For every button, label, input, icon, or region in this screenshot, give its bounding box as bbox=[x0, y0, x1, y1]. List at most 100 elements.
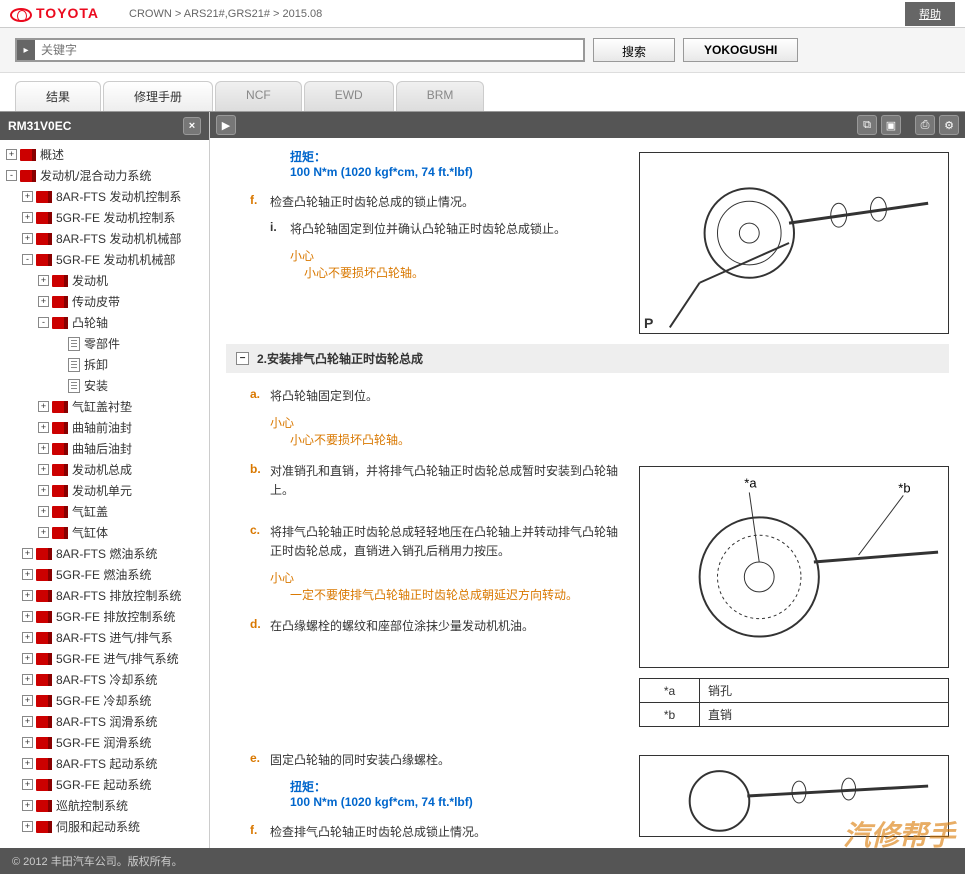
toggle-icon[interactable]: - bbox=[22, 254, 33, 265]
toggle-icon[interactable]: - bbox=[38, 317, 49, 328]
tree-item[interactable]: +8AR-FTS 发动机控制系 bbox=[0, 186, 209, 207]
toggle-icon[interactable]: + bbox=[22, 548, 33, 559]
tree-item[interactable]: + 伺服和起动系统 bbox=[0, 816, 209, 837]
tree-label: 安装 bbox=[84, 377, 108, 394]
toggle-icon[interactable]: + bbox=[22, 716, 33, 727]
toggle-icon[interactable]: + bbox=[38, 527, 49, 538]
tree-item[interactable]: +传动皮带 bbox=[0, 291, 209, 312]
search-input-wrap: ▸ bbox=[15, 38, 585, 62]
tab-NCF[interactable]: NCF bbox=[215, 81, 302, 111]
step-f-i: i. 将凸轮轴固定到位并确认凸轮轴正时齿轮总成锁止。 bbox=[270, 220, 629, 239]
caution-text: 小心不要损坏凸轮轴。 bbox=[304, 264, 629, 281]
tab-BRM[interactable]: BRM bbox=[396, 81, 485, 111]
tree-item[interactable]: -发动机/混合动力系统 bbox=[0, 165, 209, 186]
toggle-icon[interactable]: + bbox=[38, 422, 49, 433]
search-button[interactable]: 搜索 bbox=[593, 38, 675, 62]
tab-结果[interactable]: 结果 bbox=[15, 81, 101, 111]
tree-item[interactable]: 零部件 bbox=[0, 333, 209, 354]
toggle-icon[interactable]: + bbox=[22, 569, 33, 580]
tab-修理手册[interactable]: 修理手册 bbox=[103, 81, 213, 111]
doc-icon bbox=[68, 358, 80, 372]
tree-item[interactable]: +5GR-FE 进气/排气系统 bbox=[0, 648, 209, 669]
toggle-icon[interactable]: + bbox=[22, 758, 33, 769]
toggle-icon[interactable]: + bbox=[38, 464, 49, 475]
tree-item[interactable]: + 曲轴后油封 bbox=[0, 438, 209, 459]
collapse-icon[interactable]: − bbox=[236, 352, 249, 365]
tree-label: 曲轴后油封 bbox=[72, 440, 132, 457]
step-e: e. 固定凸轮轴的同时安装凸缘螺栓。 bbox=[250, 751, 629, 770]
step-d: d. 在凸缘螺栓的螺纹和座部位涂抹少量发动机机油。 bbox=[250, 617, 629, 636]
toggle-icon[interactable]: + bbox=[22, 233, 33, 244]
yokogushi-button[interactable]: YOKOGUSHI bbox=[683, 38, 798, 62]
expand-button[interactable]: ▣ bbox=[881, 115, 901, 135]
tree-item[interactable]: +5GR-FE 润滑系统 bbox=[0, 732, 209, 753]
tree-item[interactable]: +5GR-FE 冷却系统 bbox=[0, 690, 209, 711]
tree-label: 概述 bbox=[40, 146, 64, 163]
nav-tree[interactable]: + 概述 -发动机/混合动力系统+8AR-FTS 发动机控制系+5GR-FE 发动机… bbox=[0, 140, 209, 859]
tree-item[interactable]: -5GR-FE 发动机机械部 bbox=[0, 249, 209, 270]
tree-item[interactable]: +巡航控制系统 bbox=[0, 795, 209, 816]
tree-item[interactable]: +发动机总成 bbox=[0, 459, 209, 480]
help-button[interactable]: 帮助 bbox=[905, 2, 955, 26]
breadcrumb[interactable]: CROWN > ARS21#,GRS21# > 2015.08 bbox=[129, 8, 322, 20]
toggle-icon[interactable]: + bbox=[22, 800, 33, 811]
search-dropdown-icon[interactable]: ▸ bbox=[17, 40, 35, 60]
tree-item[interactable]: -凸轮轴 bbox=[0, 312, 209, 333]
toggle-icon[interactable]: + bbox=[22, 191, 33, 202]
tree-item[interactable]: 拆卸 bbox=[0, 354, 209, 375]
book-icon bbox=[36, 674, 52, 686]
book-icon bbox=[36, 212, 52, 224]
toggle-icon[interactable]: + bbox=[38, 485, 49, 496]
tree-item[interactable]: +8AR-FTS 进气/排气系 bbox=[0, 627, 209, 648]
tree-item[interactable]: +8AR-FTS 润滑系统 bbox=[0, 711, 209, 732]
torque-value: 100 N*m (1020 kgf*cm, 74 ft.*lbf) bbox=[290, 795, 629, 809]
svg-text:*a: *a bbox=[744, 476, 757, 491]
toggle-icon[interactable]: + bbox=[22, 821, 33, 832]
tree-item[interactable]: 安装 bbox=[0, 375, 209, 396]
section-header-2[interactable]: − 2.安装排气凸轮轴正时齿轮总成 bbox=[226, 344, 949, 373]
settings-button[interactable]: ⚙ bbox=[939, 115, 959, 135]
toggle-icon[interactable]: + bbox=[22, 632, 33, 643]
toggle-icon[interactable]: - bbox=[6, 170, 17, 181]
tree-item[interactable]: +8AR-FTS 发动机机械部 bbox=[0, 228, 209, 249]
tree-item[interactable]: + 概述 bbox=[0, 144, 209, 165]
toggle-icon[interactable]: + bbox=[22, 779, 33, 790]
toggle-icon[interactable]: + bbox=[38, 275, 49, 286]
tree-label: 8AR-FTS 起动系统 bbox=[56, 755, 157, 772]
content-body[interactable]: P 扭矩： 100 N*m (1020 kgf*cm, 74 ft.*lbf) … bbox=[210, 138, 965, 871]
toggle-icon[interactable]: + bbox=[6, 149, 17, 160]
tree-item[interactable]: +发动机单元 bbox=[0, 480, 209, 501]
tree-item[interactable]: +8AR-FTS 起动系统 bbox=[0, 753, 209, 774]
tree-item[interactable]: +5GR-FE 发动机控制系 bbox=[0, 207, 209, 228]
tree-item[interactable]: +5GR-FE 起动系统 bbox=[0, 774, 209, 795]
toggle-icon[interactable]: + bbox=[38, 506, 49, 517]
tree-item[interactable]: +8AR-FTS 燃油系统 bbox=[0, 543, 209, 564]
tab-EWD[interactable]: EWD bbox=[304, 81, 394, 111]
toggle-icon[interactable]: + bbox=[22, 674, 33, 685]
search-input[interactable] bbox=[35, 41, 583, 59]
copy-button[interactable]: ⧉ bbox=[857, 115, 877, 135]
play-button[interactable]: ▶ bbox=[216, 115, 236, 135]
tree-item[interactable]: +8AR-FTS 排放控制系统 bbox=[0, 585, 209, 606]
tree-item[interactable]: +8AR-FTS 冷却系统 bbox=[0, 669, 209, 690]
tree-item[interactable]: +气缸盖 bbox=[0, 501, 209, 522]
tree-item[interactable]: +发动机 bbox=[0, 270, 209, 291]
toggle-icon[interactable]: + bbox=[38, 296, 49, 307]
tree-label: 伺服和起动系统 bbox=[56, 818, 140, 835]
tree-item[interactable]: +5GR-FE 排放控制系统 bbox=[0, 606, 209, 627]
tree-item[interactable]: +气缸盖衬垫 bbox=[0, 396, 209, 417]
print-button[interactable]: ⎙ bbox=[915, 115, 935, 135]
toggle-icon[interactable]: + bbox=[22, 212, 33, 223]
book-icon bbox=[36, 779, 52, 791]
tree-item[interactable]: +曲轴前油封 bbox=[0, 417, 209, 438]
toggle-icon[interactable]: + bbox=[38, 401, 49, 412]
toggle-icon[interactable]: + bbox=[22, 695, 33, 706]
toggle-icon[interactable]: + bbox=[22, 653, 33, 664]
toggle-icon[interactable]: + bbox=[22, 611, 33, 622]
sidebar-close-button[interactable]: × bbox=[183, 117, 201, 135]
tree-item[interactable]: +气缸体 bbox=[0, 522, 209, 543]
toggle-icon[interactable]: + bbox=[22, 737, 33, 748]
toggle-icon[interactable]: + bbox=[22, 590, 33, 601]
tree-item[interactable]: +5GR-FE 燃油系统 bbox=[0, 564, 209, 585]
toggle-icon[interactable]: + bbox=[38, 443, 49, 454]
